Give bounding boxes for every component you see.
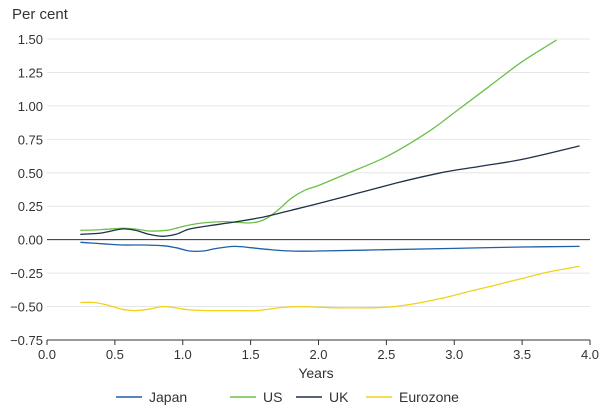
- series-line-us: [80, 39, 557, 232]
- x-tick-label: 0.0: [38, 347, 56, 362]
- series-line-uk: [80, 145, 580, 237]
- series-lines: [80, 39, 580, 312]
- y-tick-label: 1.00: [18, 99, 43, 114]
- legend: Japan US UK Eurozone: [116, 389, 459, 405]
- y-tick-label: 0.25: [18, 199, 43, 214]
- legend-item-us: US: [230, 389, 282, 405]
- y-tick-label: 0.75: [18, 132, 43, 147]
- y-tick-label: −0.25: [10, 266, 43, 281]
- y-tick-label: 1.50: [18, 32, 43, 47]
- legend-label: Japan: [149, 389, 187, 405]
- y-tick-label: 0.00: [18, 233, 43, 248]
- x-tick-label: 2.5: [377, 347, 395, 362]
- legend-label: UK: [329, 389, 349, 405]
- series-line-japan: [80, 241, 580, 253]
- x-tick-label: 1.5: [242, 347, 260, 362]
- y-tick-label: −0.75: [10, 333, 43, 348]
- x-tick-label: 0.5: [106, 347, 124, 362]
- x-tick-label: 3.0: [445, 347, 463, 362]
- x-tick-label: 3.5: [513, 347, 531, 362]
- legend-label: US: [263, 389, 282, 405]
- x-tick-label: 2.0: [309, 347, 327, 362]
- x-axis-title: Years: [298, 365, 333, 381]
- x-tick-label: 1.0: [174, 347, 192, 362]
- y-tick-label: 1.25: [18, 65, 43, 80]
- y-tick-labels: 1.50 1.25 1.00 0.75 0.50 0.25 0.00 −0.25 −0.50 −0…: [10, 32, 43, 348]
- legend-item-japan: Japan: [116, 389, 187, 405]
- legend-item-uk: UK: [296, 389, 349, 405]
- series-line-eurozone: [80, 265, 580, 312]
- y-tick-label: 0.50: [18, 166, 43, 181]
- legend-label: Eurozone: [399, 389, 459, 405]
- legend-item-eurozone: Eurozone: [366, 389, 459, 405]
- gridlines: [47, 38, 590, 341]
- y-tick-label: −0.50: [10, 300, 43, 315]
- x-tick-label: 4.0: [581, 347, 599, 362]
- y-axis-title: Per cent: [12, 6, 69, 23]
- x-axis: 0.0 0.5 1.0 1.5 2.0 2.5 3.0 3.5 4.0: [38, 339, 599, 362]
